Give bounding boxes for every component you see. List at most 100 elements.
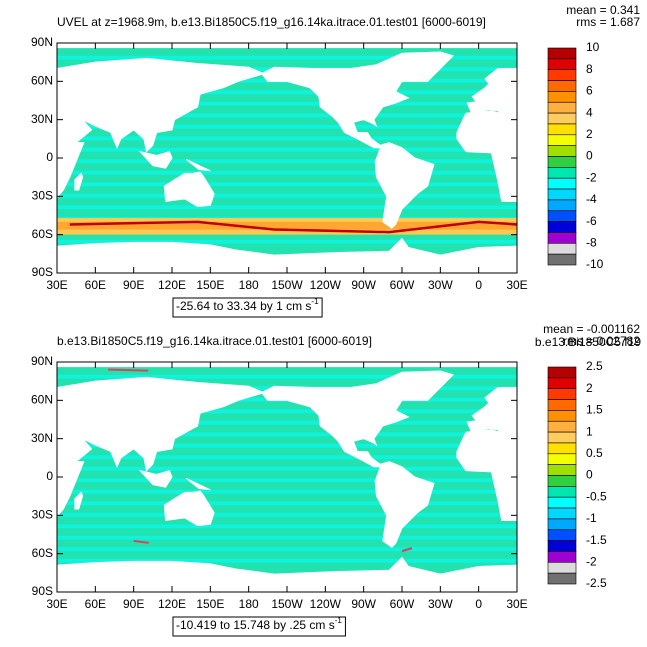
ocean-band (57, 55, 517, 60)
ocean-band (57, 501, 517, 506)
lon-label: 30E (506, 278, 527, 292)
lon-label: 120W (310, 597, 342, 611)
lat-label: 30S (32, 508, 53, 522)
ocean-band (57, 124, 517, 129)
land (163, 490, 215, 527)
colorbar-label: 1.5 (586, 403, 603, 417)
colorbar-box (547, 101, 577, 114)
rms-label: rms = 0.02782 (563, 334, 640, 348)
colorbar-box (547, 167, 577, 179)
lon-label: 150W (271, 597, 303, 611)
panel-title: UVEL at z=1968.9m, b.e13.Bi1850C5.f19_g1… (57, 15, 486, 29)
ocean-band (57, 443, 517, 448)
ocean-band (57, 455, 517, 460)
panel-title: b.e13.Bi1850C5.f19_g16.14ka.itrace.01.te… (57, 334, 372, 348)
contour-range: -25.64 to 33.34 by 1 cm s (176, 299, 311, 313)
land (374, 142, 435, 229)
colorbar-box (547, 134, 577, 146)
lon-label: 30W (428, 597, 453, 611)
colorbar-box (547, 123, 577, 136)
map-field (57, 367, 517, 592)
colorbar-box (547, 442, 577, 455)
ocean-band (57, 547, 517, 552)
colorbar-box (547, 475, 577, 487)
mean-label: mean = -0.001162 (543, 322, 640, 336)
ocean-band (57, 558, 517, 563)
colorbar-box (547, 145, 577, 157)
land (57, 237, 517, 273)
colorbar-box (547, 199, 577, 212)
ocean-band (57, 489, 517, 494)
colorbar-box (547, 431, 577, 444)
rms-label: rms = 1.687 (576, 15, 640, 29)
lon-label: 150E (196, 597, 224, 611)
colorbar-label: 2 (586, 127, 593, 141)
lon-label: 0 (475, 597, 482, 611)
lat-label: 30N (31, 112, 53, 126)
ocean-band (57, 512, 517, 517)
ocean-band (57, 432, 517, 437)
lat-label: 90N (31, 354, 53, 368)
colorbar-box (547, 366, 577, 379)
lat-label: 0 (46, 469, 53, 483)
lat-label: 0 (46, 150, 53, 164)
map-field (57, 48, 517, 273)
land (374, 461, 435, 548)
colorbar-box (547, 529, 577, 541)
land (185, 158, 211, 172)
colorbar-label: -1.5 (586, 533, 607, 547)
colorbar-label: -0.5 (586, 489, 607, 503)
lon-label: 180 (239, 597, 259, 611)
colorbar-box (547, 47, 577, 60)
lon-label: 120E (158, 278, 186, 292)
colorbar-box (547, 177, 577, 190)
lon-label: 60E (85, 597, 106, 611)
lat-label: 60S (32, 227, 53, 241)
lon-label: 150E (196, 278, 224, 292)
current-band (57, 221, 517, 230)
colorbar-box (547, 540, 577, 552)
ocean-band (57, 409, 517, 414)
current-core (69, 220, 517, 234)
colorbar-box (547, 507, 577, 520)
contour-info-box (172, 297, 323, 318)
colorbar-label: 10 (586, 40, 600, 54)
lon-label: 60W (390, 278, 415, 292)
ocean-band (57, 159, 517, 164)
colorbar-box (547, 156, 577, 168)
land (138, 469, 173, 488)
ocean-band (57, 147, 517, 152)
colorbar-label: 0 (586, 149, 593, 163)
contour-info: -10.419 to 15.748 by .25 cm s-1 (176, 616, 342, 632)
lat-label: 60N (31, 74, 53, 88)
colorbar-box (547, 188, 577, 201)
colorbar-box (547, 420, 577, 433)
unit-exponent: -1 (335, 616, 343, 625)
colorbar-label: -2 (586, 170, 597, 184)
lon-label: 150W (271, 278, 303, 292)
lat-label: 90N (31, 35, 53, 49)
current-core (108, 368, 413, 553)
colorbar-box (547, 453, 577, 465)
colorbar-box (547, 496, 577, 509)
colorbar-label: -10 (586, 257, 604, 271)
colorbar-label: 2 (586, 381, 593, 395)
colorbar-box (547, 69, 577, 81)
land (57, 376, 266, 472)
land (456, 110, 517, 202)
lat-label: 60N (31, 393, 53, 407)
colorbar-box (547, 210, 577, 222)
ocean-band (57, 239, 517, 244)
colorbar-label: 4 (586, 105, 593, 119)
colorbar-label: -1 (586, 511, 597, 525)
ocean-band (57, 90, 517, 95)
colorbar-box (547, 518, 577, 531)
lon-label: 120W (310, 278, 342, 292)
lon-label: 30E (46, 597, 67, 611)
colorbar-label: 8 (586, 62, 593, 76)
land (185, 477, 211, 491)
lon-label: 0 (475, 278, 482, 292)
land (163, 171, 215, 208)
colorbar-box (547, 399, 577, 411)
